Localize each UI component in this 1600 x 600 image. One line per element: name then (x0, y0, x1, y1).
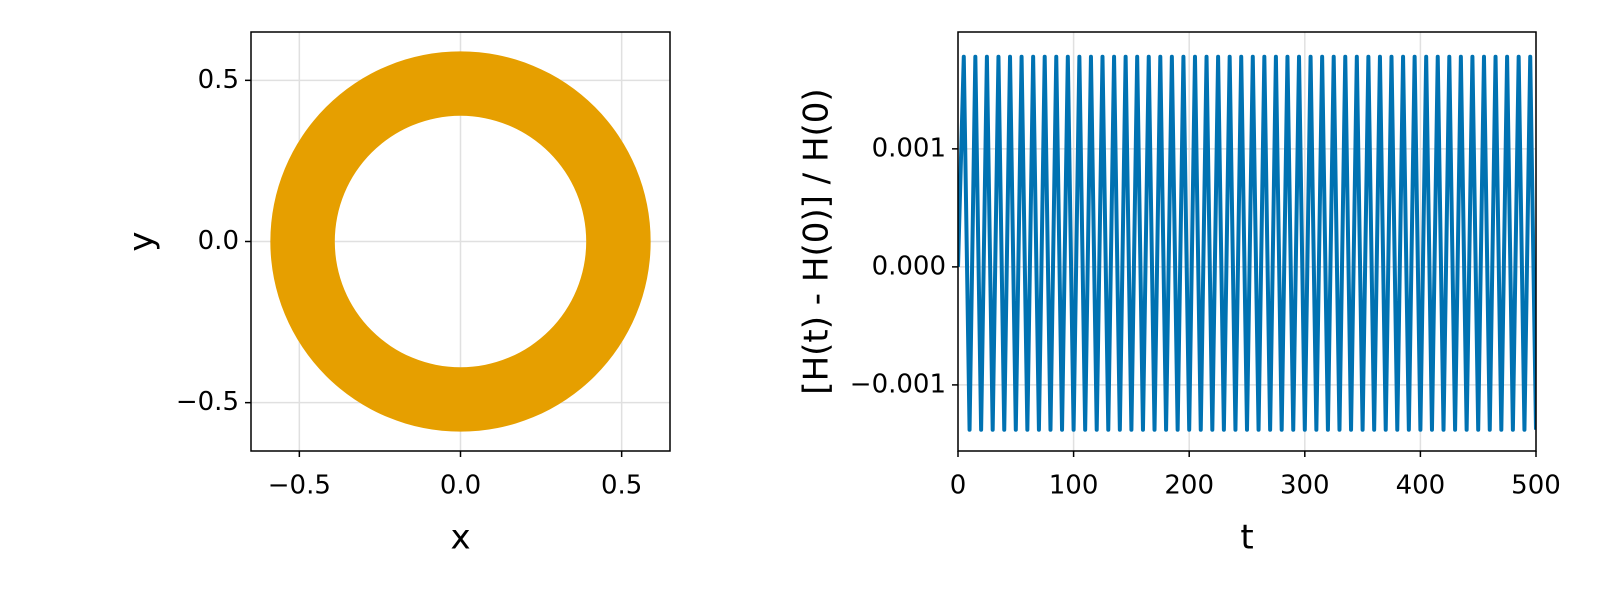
x-tick-label: 0.0 (440, 471, 481, 501)
x-tick-label: 0 (950, 471, 967, 501)
x-tick-label: 300 (1280, 471, 1330, 501)
x-tick-label: −0.5 (268, 471, 331, 501)
y-tick-label: 0.001 (872, 133, 946, 163)
x-axis-label: x (450, 518, 470, 558)
y-tick-label: 0.000 (872, 251, 946, 281)
x-tick-label: 100 (1049, 471, 1099, 501)
plot-frame (957, 31, 1537, 452)
y-tick-label: 0.0 (198, 226, 239, 256)
y-axis-label: y (122, 231, 162, 251)
plot-frame (250, 31, 671, 452)
x-tick-label: 200 (1164, 471, 1214, 501)
x-tick-label: 500 (1511, 471, 1561, 501)
x-tick-label: 400 (1396, 471, 1446, 501)
y-axis-label: [H(t) - H(0)] / H(0) (797, 88, 837, 394)
orbit-ring (270, 51, 651, 432)
y-tick-label: −0.5 (176, 387, 239, 417)
x-axis-label: t (1240, 518, 1253, 558)
x-tick-label: 0.5 (601, 471, 642, 501)
y-tick-label: 0.5 (198, 65, 239, 95)
energy-error-line (958, 54, 1536, 432)
y-tick-label: −0.001 (850, 369, 946, 399)
